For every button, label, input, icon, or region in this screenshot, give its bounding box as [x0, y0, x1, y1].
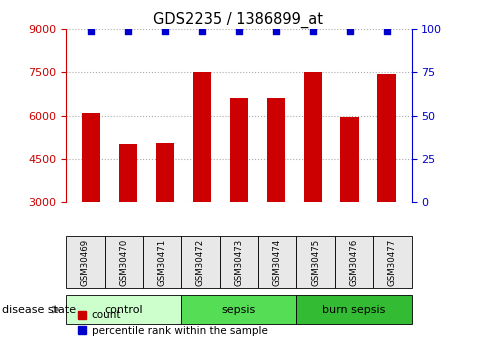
Bar — [341, 117, 359, 202]
Text: sepsis: sepsis — [222, 305, 256, 315]
Point — [161, 28, 169, 34]
Point — [309, 28, 317, 34]
Text: control: control — [104, 305, 143, 315]
Bar — [303, 72, 322, 202]
Legend: count, percentile rank within the sample: count, percentile rank within the sample — [74, 306, 271, 340]
Text: GSM30470: GSM30470 — [119, 239, 128, 286]
Text: GSM30472: GSM30472 — [196, 239, 205, 286]
Point — [198, 28, 206, 34]
Bar — [82, 113, 100, 202]
Text: GSM30471: GSM30471 — [158, 239, 167, 286]
Point — [272, 28, 280, 34]
Text: disease state: disease state — [2, 305, 76, 315]
Text: GSM30476: GSM30476 — [349, 239, 359, 286]
Point — [346, 28, 354, 34]
Point — [87, 28, 95, 34]
Text: GSM30477: GSM30477 — [388, 239, 397, 286]
Text: GSM30475: GSM30475 — [311, 239, 320, 286]
Text: burn sepsis: burn sepsis — [322, 305, 386, 315]
Bar — [119, 144, 137, 202]
Text: GSM30474: GSM30474 — [273, 239, 282, 286]
Bar — [267, 98, 285, 202]
Text: GSM30473: GSM30473 — [234, 239, 244, 286]
Text: GDS2235 / 1386899_at: GDS2235 / 1386899_at — [153, 12, 322, 28]
Bar — [193, 72, 211, 202]
Text: GSM30469: GSM30469 — [81, 239, 90, 286]
Bar — [230, 98, 248, 202]
Point — [124, 28, 132, 34]
Point — [235, 28, 243, 34]
Bar — [156, 143, 174, 202]
Point — [383, 28, 391, 34]
Bar — [377, 74, 396, 202]
